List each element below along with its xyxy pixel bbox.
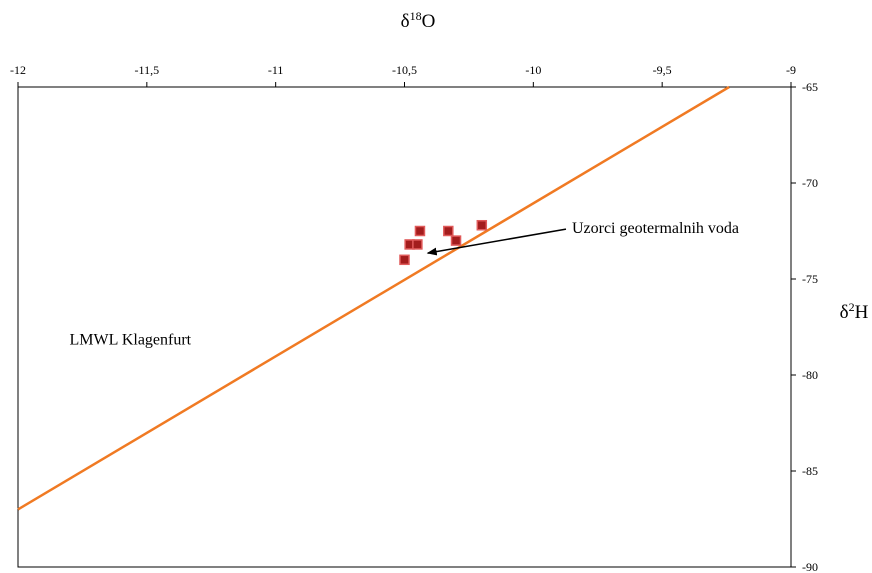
y-axis-title: δ2H [840,300,869,323]
lmwl-line [17,85,730,511]
x-tick-label: -10,5 [392,63,417,77]
sample-point [412,239,423,250]
annotation-lmwl: LMWL Klagenfurt [70,332,192,349]
sample-point [414,225,426,237]
y-tick-label: -80 [802,368,818,382]
annotation-layer: Uzorci geotermalnih voda LMWL Klagenfurt [70,220,739,348]
y-tick-label: -75 [802,272,818,286]
x-tick-label: -11,5 [135,63,160,77]
x-axis-ticks: -12 -11,5 -11 -10,5 -10 -9,5 -9 [10,63,796,87]
x-tick-label: -11 [268,63,284,77]
x-axis-title: δ18O [401,9,436,32]
annotation-arrow [426,228,567,256]
series-layer [17,85,730,511]
sample-point [443,225,454,237]
x-tick-label: -9,5 [653,63,672,77]
y-tick-label: -85 [802,464,818,478]
x-tick-label: -10 [525,63,541,77]
annotation-arrow: Uzorci geotermalnih voda [572,220,739,237]
plot-area [17,86,792,568]
y-tick-label: -65 [802,80,818,94]
y-tick-label: -90 [802,560,818,573]
sample-point [399,254,410,266]
x-tick-label: -12 [10,63,26,77]
x-tick-label: -9 [786,63,796,77]
sample-point [476,219,488,231]
y-tick-label: -70 [802,176,818,190]
y-axis-ticks: -65 -70 -75 -80 -85 -90 [791,80,818,573]
sample-point [450,235,462,246]
